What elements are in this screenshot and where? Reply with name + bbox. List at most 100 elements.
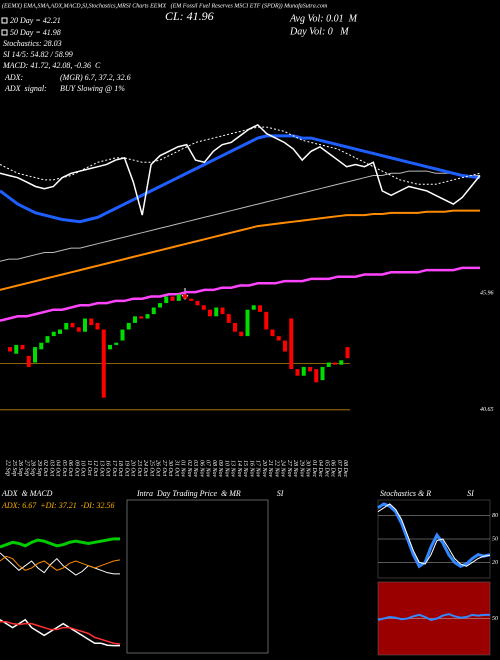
candle <box>226 314 231 323</box>
candle <box>345 347 350 359</box>
x-tick-label: 25 Oct <box>148 460 154 476</box>
candle <box>76 327 81 332</box>
candle <box>295 369 300 376</box>
candle <box>320 366 325 381</box>
x-tick-label: 14 Nov <box>236 460 243 478</box>
stat: (MGR) 6.7, 37.2, 32.6 <box>60 73 131 82</box>
page-title: (EEMX) EMA,SMA,ADX,MACD,SI,Stochastics,M… <box>2 2 328 9</box>
line <box>0 123 481 216</box>
line <box>0 209 480 291</box>
x-tick-label: 18 Oct <box>117 460 123 476</box>
candle <box>95 322 100 330</box>
x-tick-label: 11 Oct <box>86 460 92 476</box>
y-tick-label: 50 <box>492 536 498 542</box>
candle <box>64 322 69 330</box>
x-tick-label: 09 Nov <box>217 460 223 478</box>
candle <box>101 329 106 398</box>
candle <box>133 316 137 323</box>
y-tick-label: 40.65 <box>480 406 494 413</box>
candle <box>333 362 337 365</box>
x-tick-label: 01 Nov <box>180 460 186 478</box>
candle <box>83 318 87 332</box>
x-tick-label: 05 Oct <box>61 460 67 476</box>
x-tick-label: 04 Oct <box>55 460 62 476</box>
candle <box>339 360 344 365</box>
x-tick-label: 06 Nov <box>198 460 204 478</box>
x-tick-label: 19 Oct <box>123 460 129 476</box>
candle <box>214 307 219 317</box>
avg-volume: Avg Vol: 0.01 M <box>289 13 358 24</box>
x-tick-label: 03 Nov <box>192 460 198 478</box>
stat: ADX: <box>4 73 24 82</box>
line <box>377 613 490 622</box>
stat: SI 14/5: 54.82 / 58.99 <box>3 50 73 59</box>
x-tick-label: 24 Nov <box>280 460 287 478</box>
candle <box>239 331 244 337</box>
stat: MACD: 41.72, 42.08, -0.36 C <box>2 61 101 70</box>
panel-title: ADX & MACD <box>1 489 53 498</box>
line <box>0 134 481 224</box>
candle <box>208 309 212 317</box>
candle <box>151 307 156 315</box>
stat: Stochastics: 28.03 <box>3 39 62 48</box>
candle <box>195 300 200 306</box>
x-tick-label: 17 Nov <box>255 460 261 478</box>
candle <box>8 347 12 352</box>
x-tick-label: 27 Nov <box>286 460 292 478</box>
x-tick-label: 27 Oct <box>161 460 167 476</box>
candle <box>145 314 150 319</box>
candle <box>45 336 50 343</box>
candle <box>176 294 181 301</box>
candle <box>158 303 162 308</box>
x-tick-label: 31 Oct <box>173 459 179 476</box>
x-tick-label: 26 Sep <box>17 460 23 476</box>
candle <box>14 344 19 354</box>
panel-subtitle: ADX: 6.67 +DI: 37.21 -DI: 32.56 <box>1 501 115 510</box>
candle <box>126 322 131 330</box>
candle <box>189 298 194 301</box>
line <box>377 502 491 569</box>
candle <box>170 296 175 301</box>
candle <box>26 355 31 367</box>
candle <box>20 344 25 350</box>
x-tick-label: 29 Sep <box>36 460 42 476</box>
candle <box>251 305 256 310</box>
x-tick-label: 08 Dec <box>342 460 348 477</box>
candle <box>89 318 94 326</box>
x-tick-label: 30 Oct <box>167 459 173 476</box>
x-tick-label: 27 Sep <box>23 460 29 476</box>
candle <box>51 331 56 337</box>
candle <box>58 329 62 334</box>
checkbox <box>1 17 8 24</box>
x-tick-label: 13 Nov <box>230 460 236 478</box>
x-tick-label: 16 Oct <box>105 460 111 476</box>
x-tick-label: 07 Dec <box>336 460 342 477</box>
x-tick-label: 20 Oct <box>130 460 136 476</box>
x-tick-label: 02 Oct <box>42 460 48 476</box>
x-tick-label: 29 Nov <box>298 460 304 478</box>
candle <box>39 342 44 350</box>
candle <box>233 322 237 332</box>
candle <box>276 336 281 341</box>
line <box>0 170 480 262</box>
candle <box>301 366 306 376</box>
candle <box>283 340 287 352</box>
x-tick-label: 21 Nov <box>267 460 273 478</box>
stat: 50 Day = 41.98 <box>10 28 61 37</box>
x-tick-label: 03 Oct <box>48 460 54 476</box>
x-tick-label: 09 Oct <box>73 460 79 476</box>
x-tick-label: 23 Oct <box>136 460 142 476</box>
stat: 20 Day = 42.21 <box>10 16 61 25</box>
x-tick-label: 06 Dec <box>330 460 336 477</box>
close-price: CL: 41.96 <box>165 9 214 23</box>
line <box>0 552 120 576</box>
x-tick-label: 22 Nov <box>273 460 279 478</box>
x-tick-label: 01 Dec <box>311 460 317 477</box>
candle <box>183 294 187 299</box>
candle <box>120 329 125 341</box>
candle <box>314 369 319 383</box>
candle <box>114 342 119 345</box>
day-volume: Day Vol: 0 M <box>289 26 349 37</box>
y-tick-label: 45.96 <box>480 289 494 296</box>
